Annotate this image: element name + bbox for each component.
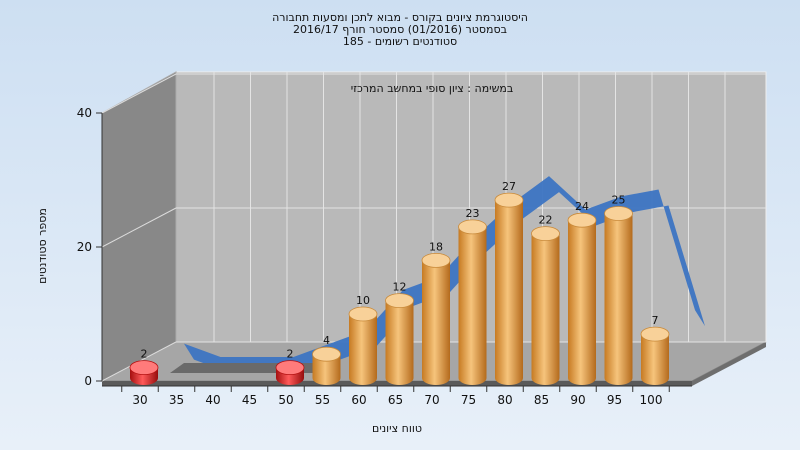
x-tick-label: 80 (497, 393, 512, 407)
x-tick-label: 90 (570, 393, 585, 407)
y-tick-label: 20 (77, 240, 92, 254)
zero-ribbon-shadow (170, 363, 330, 373)
bar (604, 213, 633, 386)
bar-value-label: 25 (612, 194, 626, 207)
bar-value-label: 27 (502, 180, 516, 193)
left-wall (101, 71, 177, 382)
x-tick-label: 30 (132, 393, 147, 407)
floor-right-edge (692, 342, 766, 386)
x-tick-label: 50 (278, 393, 293, 407)
y-axis: 0 20 40 (77, 106, 103, 388)
bar-value-label: 24 (575, 200, 589, 213)
gridline-wall (101, 207, 177, 248)
bar-top (385, 293, 414, 309)
gridline-wall (101, 73, 177, 114)
x-tick-label: 70 (424, 393, 439, 407)
bar-top (458, 219, 487, 235)
bar-top (312, 346, 341, 362)
x-tick-label: 45 (242, 393, 257, 407)
title-line: היסטוגרמת ציונים בקורס - מבוא לתכן ומסעו… (272, 11, 528, 24)
bar-top (494, 192, 524, 208)
x-tick-label: 75 (461, 393, 476, 407)
bar (531, 233, 560, 386)
bar-value-label: 2 (141, 348, 148, 361)
x-tick-label: 35 (169, 393, 184, 407)
bar-top (275, 360, 305, 376)
bar (312, 354, 341, 386)
x-tick-label: 55 (315, 393, 330, 407)
x-tick-label: 40 (205, 393, 220, 407)
bar-top (604, 206, 633, 221)
title-line: בסמסטר (01/2016) סמסטר חורף 2016/17 (293, 23, 507, 36)
bar (385, 300, 414, 386)
bar (458, 226, 487, 386)
bar-top (531, 226, 560, 242)
y-tick-label: 0 (84, 374, 92, 388)
x-tick-label: 85 (534, 393, 549, 407)
bar-top (567, 212, 597, 228)
bar-top (129, 360, 159, 376)
bar-value-label: 18 (429, 240, 443, 253)
title-line: 185 - סטודנטים רשומים (343, 35, 457, 48)
x-tick-label: 60 (351, 393, 366, 407)
x-axis: 30 35 40 45 50 55 60 65 70 75 80 85 90 95 100 (102, 385, 692, 407)
bar-value-label: 4 (323, 334, 330, 347)
x-tick-label: 100 (640, 393, 663, 407)
bar (349, 314, 377, 385)
x-tick-label: 65 (388, 393, 403, 407)
y-axis-label: מספר סטודנטים (36, 208, 49, 284)
chart-title: היסטוגרמת ציונים בקורס - מבוא לתכן ומסעו… (272, 11, 528, 48)
bar-value-label: 22 (539, 214, 553, 227)
bar (495, 200, 523, 385)
bar-value-label: 23 (466, 207, 480, 220)
bar (641, 334, 669, 385)
bar-value-label: 2 (287, 348, 294, 361)
bar-value-label: 12 (393, 281, 407, 294)
bar-top (348, 306, 378, 322)
bar-value-label: 10 (356, 294, 370, 307)
bar (422, 260, 450, 385)
bar (568, 220, 596, 385)
y-tick-label: 40 (77, 106, 92, 120)
x-axis-label: טווח ציונים (372, 422, 422, 435)
bar-value-label: 7 (652, 314, 659, 327)
chart-subtitle: במשימה : ציון סופי במחשב המרכזי (351, 82, 514, 95)
x-tick-label: 95 (607, 393, 622, 407)
bar-top (640, 326, 670, 342)
bar-top (421, 252, 451, 268)
